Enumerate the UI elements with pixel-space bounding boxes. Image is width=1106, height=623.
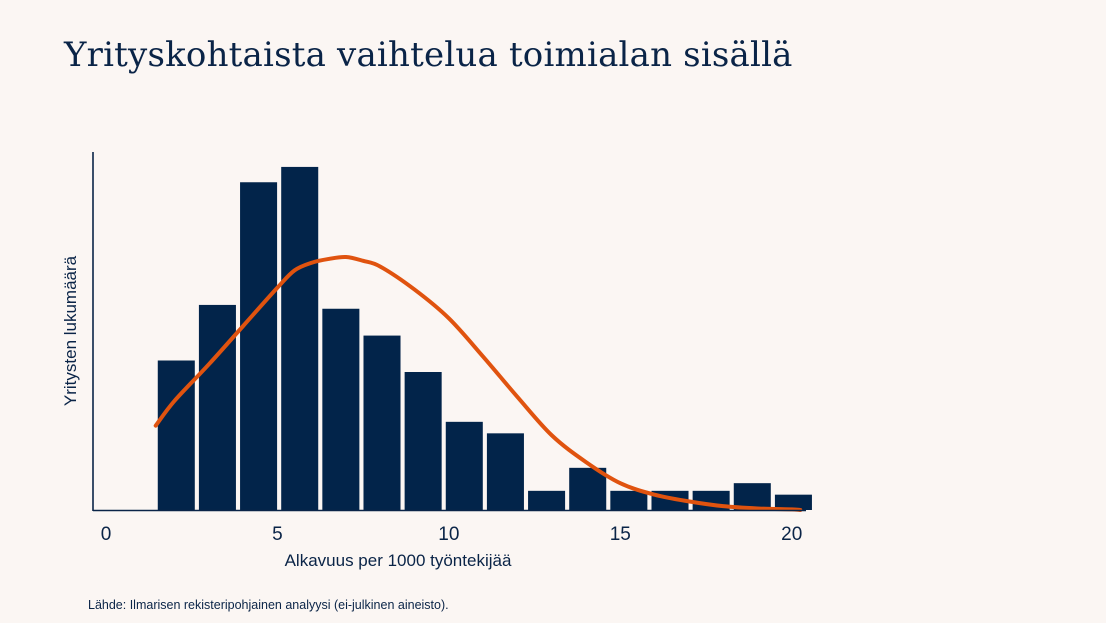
histogram-bar bbox=[198, 304, 236, 510]
histogram-bar bbox=[610, 490, 648, 510]
histogram-bar bbox=[281, 166, 319, 511]
histogram-bar bbox=[528, 490, 566, 510]
x-tick-label: 20 bbox=[781, 524, 802, 545]
histogram-bar bbox=[774, 494, 812, 510]
axes-layer bbox=[92, 152, 806, 512]
histogram-bar bbox=[240, 182, 278, 510]
histogram-bar bbox=[404, 372, 442, 510]
curve-layer bbox=[153, 254, 803, 512]
histogram-bar bbox=[363, 335, 401, 510]
x-tick-label: 10 bbox=[438, 524, 459, 545]
source-note: Lähde: Ilmarisen rekisteripohjainen anal… bbox=[88, 598, 449, 612]
histogram-bar bbox=[486, 433, 524, 510]
ticks-layer: 0 5 10 15 20 bbox=[101, 524, 803, 545]
histogram-bar bbox=[322, 308, 360, 510]
x-tick-label: 5 bbox=[272, 524, 283, 545]
x-tick-label: 15 bbox=[610, 524, 631, 545]
bars-layer bbox=[157, 166, 812, 511]
density-curve bbox=[153, 254, 803, 512]
histogram-bar bbox=[569, 467, 607, 510]
x-axis-title: Alkavuus per 1000 työntekijää bbox=[285, 551, 512, 570]
y-axis-title: Yritysten lukumäärä bbox=[61, 255, 80, 406]
x-tick-label: 0 bbox=[101, 524, 112, 545]
histogram-bar bbox=[445, 421, 483, 510]
page-title: Yrityskohtaista vaihtelua toimialan sisä… bbox=[64, 35, 793, 75]
